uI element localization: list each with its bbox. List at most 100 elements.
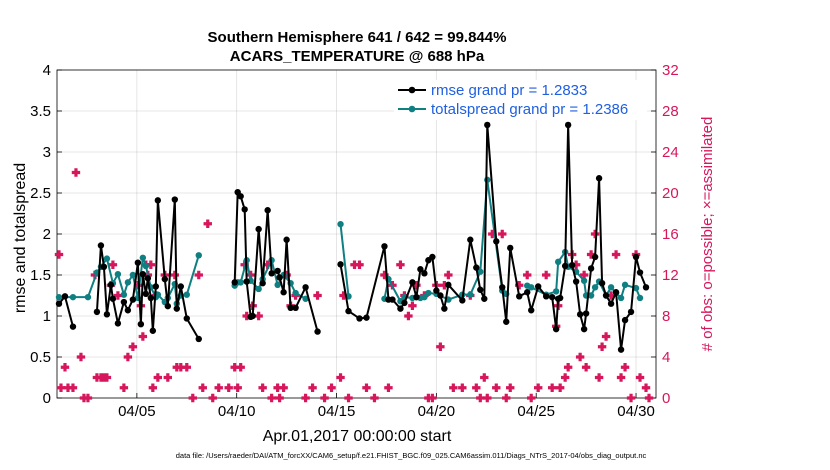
y-tick-label: 4 (43, 62, 51, 79)
obs-count-marker (123, 352, 133, 362)
obs-count-marker (560, 373, 570, 382)
totalspread-point (477, 268, 484, 275)
rmse-line-segment (339, 123, 647, 351)
totalspread-point (114, 270, 122, 278)
obs-count-marker (616, 373, 626, 382)
obs-count-marker (170, 270, 180, 280)
rmse-point (161, 275, 169, 283)
chart-subtitle: ACARS_TEMPERATURE @ 688 hPa (230, 48, 485, 65)
obs-count-marker (214, 383, 223, 392)
obs-count-marker (230, 363, 239, 372)
obs-count-marker (547, 383, 557, 392)
rmse-point (97, 242, 105, 249)
rmse-point (389, 296, 396, 303)
obs-count-marker (153, 373, 163, 382)
rmse-point (602, 292, 610, 299)
obs-count-marker (590, 229, 600, 239)
totalspread-point (69, 293, 77, 301)
rmse-point (548, 293, 556, 301)
rmse-point (171, 196, 179, 203)
y2-axis-label: # of obs: o=possible; ×=assimilated (699, 117, 716, 352)
obs-count-marker (233, 383, 242, 392)
x-tick-label: 04/30 (617, 403, 655, 420)
rmse-point (413, 293, 420, 301)
obs-count-marker (506, 383, 515, 392)
rmse-point (129, 296, 137, 303)
rmse-point (459, 297, 466, 304)
obs-count-marker (198, 383, 207, 392)
totalspread-point (580, 277, 588, 284)
obs-count-marker (313, 291, 322, 300)
obs-count-marker (60, 363, 70, 372)
obs-count-marker (68, 383, 78, 392)
obs-count-marker (83, 393, 93, 403)
rmse-point (287, 304, 294, 311)
obs-count-marker (119, 383, 129, 392)
rmse-point (124, 307, 132, 314)
y-tick-label: 0 (43, 390, 51, 407)
rmse-point (259, 280, 266, 287)
rmse-point (561, 262, 569, 270)
rmse-point (572, 278, 580, 285)
y-tick-label: 1.5 (30, 267, 51, 284)
obs-count-marker (380, 270, 389, 280)
rmse-point (139, 270, 147, 278)
obs-count-marker (263, 260, 272, 269)
y2-tick-label: 8 (662, 308, 670, 325)
totalspread-point (632, 284, 640, 292)
y2-tick-label: 4 (662, 349, 670, 366)
rmse-point (276, 274, 283, 281)
rmse-point (621, 316, 629, 324)
rmse-point (231, 279, 238, 286)
obs-count-marker (611, 250, 621, 259)
obs-count-marker (163, 373, 173, 382)
obs-count-marker (458, 383, 467, 392)
obs-count-marker (133, 281, 143, 290)
rmse-point (241, 206, 248, 213)
rmse-point (587, 265, 595, 272)
rmse-point (568, 261, 576, 269)
legend-box (394, 80, 647, 120)
obs-count-marker (594, 373, 604, 382)
obs-count-marker (404, 311, 413, 321)
y2-tick-label: 12 (662, 267, 679, 284)
rmse-point (120, 298, 128, 306)
rmse-point (100, 263, 108, 270)
x-tick-label: 04/10 (218, 403, 256, 420)
obs-count-marker (54, 250, 64, 259)
rmse-point (445, 281, 452, 289)
totalspread-point (636, 294, 644, 302)
rmse-point (484, 121, 491, 129)
obs-count-marker (339, 291, 348, 300)
obs-count-marker (620, 363, 630, 372)
obs-count-marker (428, 393, 437, 403)
rmse-point (337, 261, 344, 268)
obs-count-marker (440, 281, 449, 290)
y2-tick-label: 24 (662, 144, 679, 161)
rmse-point (264, 207, 271, 214)
rmse-point (397, 305, 404, 312)
legend-rmse-marker (408, 86, 416, 94)
rmse-point (61, 293, 69, 300)
obs-count-marker (71, 168, 81, 177)
obs-count-marker (502, 393, 511, 403)
obs-count-marker (515, 281, 524, 290)
totalspread-point (124, 279, 132, 286)
obs-count-marker (579, 270, 589, 280)
obs-count-marker (267, 393, 276, 403)
obs-count-marker (370, 393, 379, 403)
obs-count-marker (581, 363, 591, 372)
y-tick-label: 2.5 (30, 185, 51, 202)
obs-count-marker (242, 311, 251, 321)
totalspread-point (302, 295, 309, 302)
totalspread-point (607, 284, 615, 291)
rmse-point (69, 323, 77, 330)
obs-count-marker (176, 363, 185, 372)
rmse-point (109, 295, 117, 302)
obs-count-marker (113, 291, 123, 300)
totalspread-point (554, 258, 562, 266)
obs-count-marker (476, 393, 485, 403)
rmse-point (576, 311, 584, 318)
y-tick-label: 3 (43, 144, 51, 161)
obs-count-marker (571, 260, 581, 269)
